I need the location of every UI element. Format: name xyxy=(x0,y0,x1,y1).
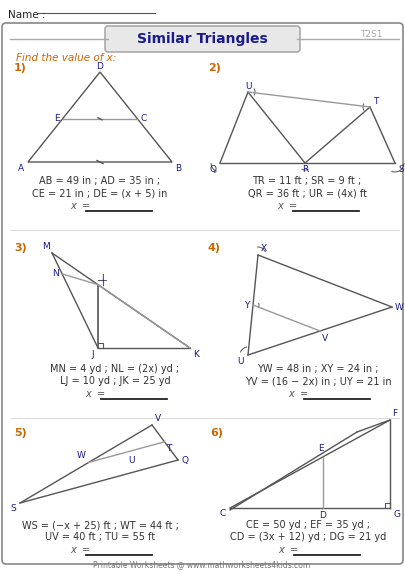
Text: V: V xyxy=(155,414,161,423)
Text: LJ = 10 yd ; JK = 25 yd: LJ = 10 yd ; JK = 25 yd xyxy=(60,376,171,386)
Text: D: D xyxy=(320,511,326,520)
Text: U: U xyxy=(128,456,135,465)
Text: G: G xyxy=(393,510,400,519)
Text: B: B xyxy=(175,164,181,173)
Text: CE = 50 yd ; EF = 35 yd ;: CE = 50 yd ; EF = 35 yd ; xyxy=(246,520,370,530)
Text: W: W xyxy=(77,451,85,460)
Text: 2): 2) xyxy=(208,63,221,73)
Text: T: T xyxy=(166,444,172,453)
Text: WS = (−x + 25) ft ; WT = 44 ft ;: WS = (−x + 25) ft ; WT = 44 ft ; xyxy=(21,520,179,530)
Text: Find the value of x:: Find the value of x: xyxy=(16,53,116,63)
Text: S: S xyxy=(398,165,404,174)
FancyBboxPatch shape xyxy=(105,26,300,52)
Text: x  =: x = xyxy=(277,201,297,211)
Text: T: T xyxy=(373,97,378,106)
Text: R: R xyxy=(302,165,308,174)
Text: U: U xyxy=(237,357,244,366)
Text: Similar Triangles: Similar Triangles xyxy=(136,32,267,46)
Text: Name :: Name : xyxy=(8,10,45,20)
Text: YW = 48 in ; XY = 24 in ;: YW = 48 in ; XY = 24 in ; xyxy=(257,364,379,374)
Text: K: K xyxy=(193,350,199,359)
Text: 3): 3) xyxy=(14,243,27,253)
Text: X: X xyxy=(261,244,267,253)
Text: QR = 36 ft ; UR = (4x) ft: QR = 36 ft ; UR = (4x) ft xyxy=(247,188,367,198)
Text: C: C xyxy=(141,114,147,123)
Text: x  =: x = xyxy=(278,545,298,555)
Text: M: M xyxy=(42,242,50,251)
Text: A: A xyxy=(18,164,24,173)
Text: E: E xyxy=(318,444,324,453)
Text: E: E xyxy=(54,114,60,123)
Text: TR = 11 ft ; SR = 9 ft ;: TR = 11 ft ; SR = 9 ft ; xyxy=(252,176,362,186)
Text: x  =: x = xyxy=(85,389,105,399)
Text: Q: Q xyxy=(181,456,188,464)
Text: Y: Y xyxy=(244,301,249,309)
Text: UV = 40 ft ; TU = 55 ft: UV = 40 ft ; TU = 55 ft xyxy=(45,532,155,542)
Text: 4): 4) xyxy=(208,243,221,253)
Text: T2S1: T2S1 xyxy=(360,30,382,39)
Text: J: J xyxy=(92,350,94,359)
Text: V: V xyxy=(322,334,328,343)
Text: C: C xyxy=(220,509,226,518)
Text: MN = 4 yd ; NL = (2x) yd ;: MN = 4 yd ; NL = (2x) yd ; xyxy=(51,364,179,374)
Text: 5): 5) xyxy=(14,428,27,438)
Text: S: S xyxy=(10,504,16,513)
Text: D: D xyxy=(96,62,103,71)
Text: x  =: x = xyxy=(70,201,90,211)
Text: x  =: x = xyxy=(288,389,308,399)
Text: CE = 21 in ; DE = (x + 5) in: CE = 21 in ; DE = (x + 5) in xyxy=(32,188,168,198)
Text: N: N xyxy=(52,269,59,278)
Text: YV = (16 − 2x) in ; UY = 21 in: YV = (16 − 2x) in ; UY = 21 in xyxy=(245,376,391,386)
Text: 6): 6) xyxy=(210,428,223,438)
Text: Printable Worksheets @ www.mathworksheets4kids.com: Printable Worksheets @ www.mathworksheet… xyxy=(94,560,311,569)
Text: 1): 1) xyxy=(14,63,27,73)
Text: Q: Q xyxy=(210,165,217,174)
Text: AB = 49 in ; AD = 35 in ;: AB = 49 in ; AD = 35 in ; xyxy=(39,176,160,186)
Text: U: U xyxy=(245,82,251,91)
Text: F: F xyxy=(392,409,397,418)
Text: W: W xyxy=(395,302,404,312)
Text: CD = (3x + 12) yd ; DG = 21 yd: CD = (3x + 12) yd ; DG = 21 yd xyxy=(230,532,386,542)
Text: L: L xyxy=(101,274,106,282)
Text: x  =: x = xyxy=(70,545,90,555)
